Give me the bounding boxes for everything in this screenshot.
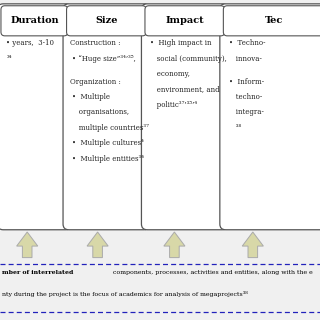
Text: environment, and: environment, and (150, 85, 220, 93)
Polygon shape (242, 232, 263, 258)
FancyBboxPatch shape (1, 6, 68, 36)
Text: Construction :: Construction : (70, 39, 121, 47)
Text: innova-: innova- (229, 55, 262, 63)
Polygon shape (164, 232, 185, 258)
Text: multiple countries³⁷: multiple countries³⁷ (72, 124, 149, 132)
Text: mber of interrelated: mber of interrelated (2, 270, 73, 276)
Text: •  Multiple entities³⁴: • Multiple entities³⁴ (72, 155, 144, 163)
FancyBboxPatch shape (223, 6, 320, 36)
Text: •  High impact in: • High impact in (150, 39, 212, 47)
FancyBboxPatch shape (145, 6, 225, 36)
Polygon shape (17, 232, 38, 258)
Polygon shape (87, 232, 108, 258)
Text: economy,: economy, (150, 70, 190, 78)
Text: social (community),: social (community), (150, 55, 227, 63)
Text: •  Multiple cultures⁴: • Multiple cultures⁴ (72, 139, 144, 147)
Text: • years,  3-10: • years, 3-10 (6, 39, 54, 47)
Text: Organization :: Organization : (70, 78, 121, 86)
Text: Size: Size (95, 16, 118, 26)
FancyBboxPatch shape (67, 6, 146, 36)
Text: • “Huge size”³⁴’³⁵,: • “Huge size”³⁴’³⁵, (72, 55, 136, 63)
Text: •  Techno-: • Techno- (229, 39, 265, 47)
FancyBboxPatch shape (220, 4, 320, 230)
Text: integra-: integra- (229, 108, 264, 116)
Text: politic³⁷’³⁵’⁴: politic³⁷’³⁵’⁴ (150, 101, 197, 109)
Text: techno-: techno- (229, 93, 262, 101)
Text: nty during the project is the focus of academics for analysis of megaprojects³⁸: nty during the project is the focus of a… (2, 291, 247, 297)
Text: organisations,: organisations, (72, 108, 129, 116)
Text: Impact: Impact (165, 16, 204, 26)
Text: •  Multiple: • Multiple (72, 93, 110, 101)
Text: •  Inform-: • Inform- (229, 78, 264, 86)
Text: ³⁸: ³⁸ (229, 124, 241, 132)
Text: Duration: Duration (10, 16, 59, 26)
FancyBboxPatch shape (141, 4, 228, 230)
FancyBboxPatch shape (63, 4, 150, 230)
FancyBboxPatch shape (0, 4, 71, 230)
Text: ³⁴: ³⁴ (6, 55, 12, 63)
Text: components, processes, activities and entities, along with the e: components, processes, activities and en… (111, 270, 313, 276)
Text: Tec: Tec (264, 16, 283, 26)
